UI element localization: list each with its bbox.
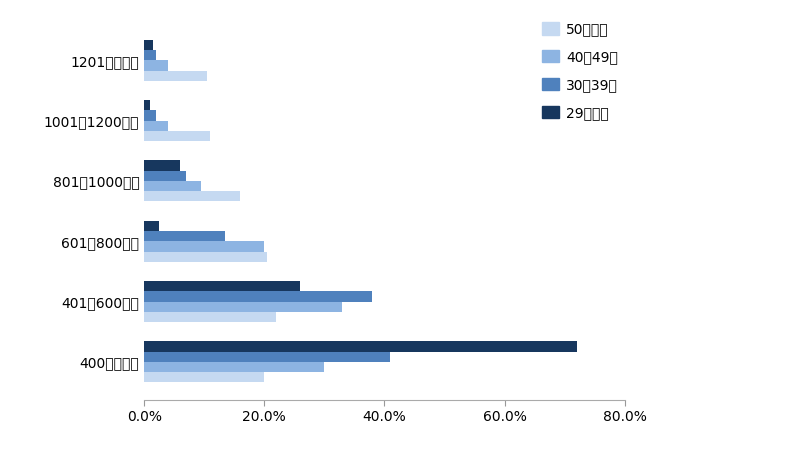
Bar bbox=[144, 241, 264, 252]
Bar bbox=[144, 221, 159, 231]
Bar bbox=[144, 252, 268, 262]
Bar bbox=[144, 181, 201, 191]
Bar bbox=[144, 291, 372, 301]
Bar bbox=[144, 131, 210, 141]
Bar bbox=[144, 160, 180, 171]
Bar bbox=[144, 341, 577, 352]
Bar bbox=[144, 362, 324, 372]
Bar bbox=[144, 312, 276, 322]
Bar bbox=[144, 372, 264, 382]
Bar bbox=[144, 60, 168, 70]
Bar bbox=[144, 110, 156, 121]
Bar bbox=[144, 40, 153, 50]
Bar bbox=[144, 231, 225, 241]
Bar bbox=[144, 191, 240, 202]
Bar bbox=[144, 121, 168, 131]
Bar bbox=[144, 100, 151, 110]
Bar bbox=[144, 70, 207, 81]
Bar bbox=[144, 352, 390, 362]
Bar bbox=[144, 50, 156, 60]
Legend: 50歳以上, 40～49歳, 30～39歳, 29歳以下: 50歳以上, 40～49歳, 30～39歳, 29歳以下 bbox=[542, 22, 618, 120]
Bar bbox=[144, 281, 300, 291]
Bar bbox=[144, 301, 343, 312]
Bar bbox=[144, 171, 186, 181]
